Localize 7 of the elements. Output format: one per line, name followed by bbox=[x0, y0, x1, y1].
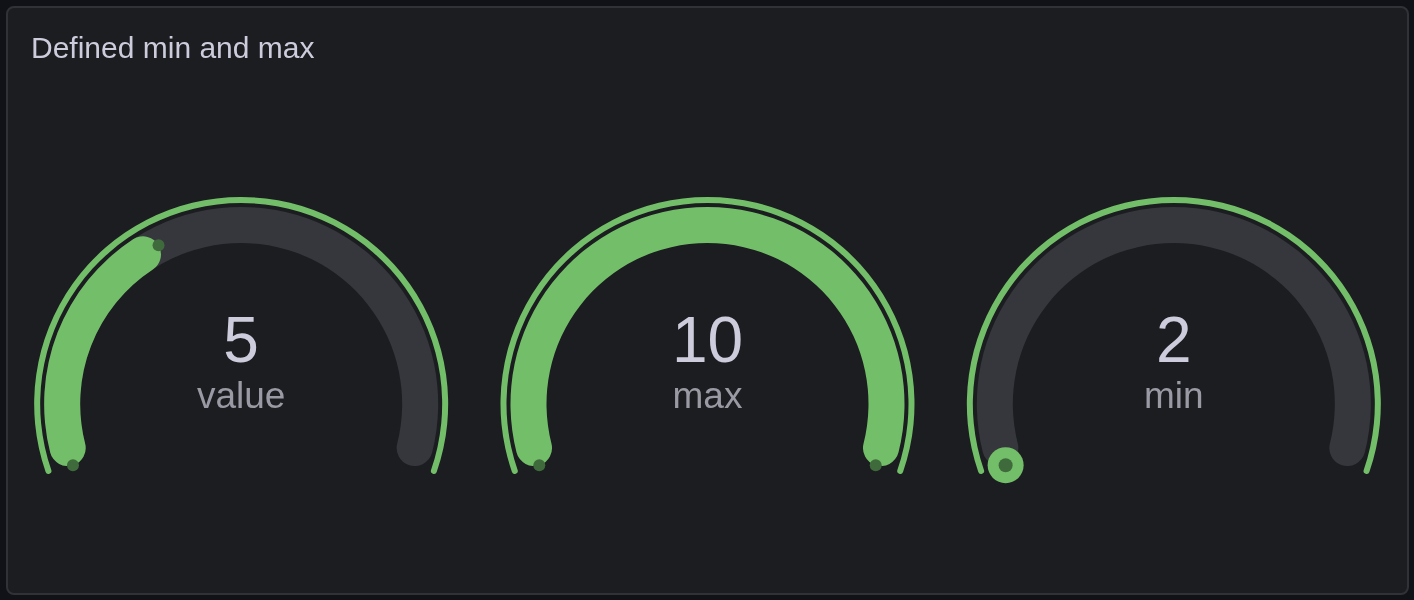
data-label: 2 bbox=[1156, 304, 1192, 376]
text: Defined min and max bbox=[31, 31, 315, 64]
category-label: max bbox=[672, 375, 743, 416]
category-label: value bbox=[196, 375, 286, 416]
data-label: 5 bbox=[223, 304, 259, 376]
category-label: min bbox=[1144, 375, 1204, 416]
data-label: 10 bbox=[671, 304, 744, 376]
